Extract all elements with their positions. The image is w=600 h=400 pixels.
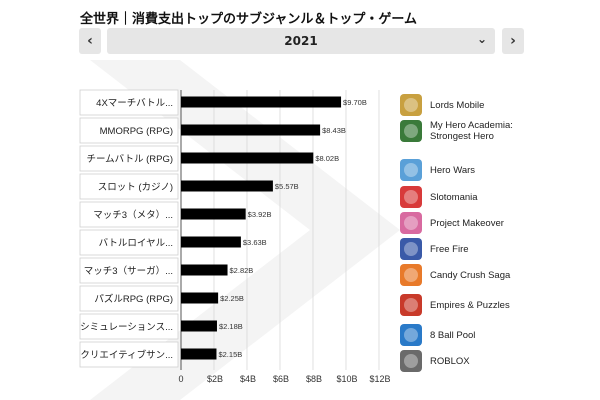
year-value: 2021 [284,34,318,48]
legend-label: Slotomania [430,191,478,203]
legend-item: ROBLOX [400,348,600,374]
legend-label: Lords Mobile [430,99,485,111]
data-label: $9.70B [343,98,367,107]
legend-item: 8 Ball Pool [400,322,600,348]
bar-chart: 4Xマーチバトル... $9.70B MMORPG (RPG) $8.43B チームバト… [79,89,391,384]
data-label: $2.15B [218,350,242,359]
data-label: $5.57B [275,182,299,191]
free-fire-icon [400,238,422,260]
bar [181,124,321,136]
category-label: クリエイティブサン... [80,349,173,361]
category-label-box [79,285,179,312]
legend-item: My Hero Academia: Strongest Hero [400,118,600,144]
tick-label: $8B [306,374,322,384]
bar [181,152,314,164]
data-label: $8.02B [315,154,339,163]
legend-label: My Hero Academia: Strongest Hero [430,120,513,142]
data-label: $2.82B [230,266,254,275]
data-label: $3.63B [243,238,267,247]
slotomania-icon [400,186,422,208]
category-label-box [79,313,179,340]
tick-label: $10B [336,374,357,384]
project-makeover-icon [400,212,422,234]
bar [181,180,273,192]
legend-label: 8 Ball Pool [430,329,476,341]
chevron-down-icon: ⌄ [476,32,487,46]
lords-mobile-icon [400,94,422,116]
bar [181,208,246,220]
tick-label: $2B [207,374,223,384]
category-label-box [79,145,179,172]
legend-item: Candy Crush Saga [400,262,600,288]
chevron-left-icon: ‹ [87,33,93,49]
legend-item: Free Fire [400,236,600,262]
category-label-box [79,229,179,256]
category-label: チームバトル (RPG) [86,154,173,165]
roblox-icon [400,350,422,372]
data-label: $3.92B [248,210,272,219]
tick-label: $4B [240,374,256,384]
legend-label: Hero Wars [430,164,476,176]
empires-puzzles-icon [400,294,422,316]
previous-year-button[interactable]: ‹ [79,28,101,54]
legend-item: Empires & Puzzles [400,292,600,318]
legend-label: Empires & Puzzles [430,299,510,311]
candy-crush-icon [400,264,422,286]
category-label: マッチ3（サーガ）... [84,265,173,277]
bar [181,348,217,360]
category-label-box [79,257,179,284]
category-label: スロット (カジノ) [98,182,173,193]
category-label: 4Xマーチバトル... [96,98,173,109]
category-label-box [79,341,179,368]
legend-item: Project Makeover [400,210,600,236]
chevron-right-icon: › [510,33,516,49]
data-label: $8.43B [322,126,346,135]
category-label-box [79,117,179,144]
category-label-box [79,173,179,200]
next-year-button[interactable]: › [502,28,524,54]
legend-label: Candy Crush Saga [430,269,511,281]
data-label: $2.25B [220,294,244,303]
legend-item: Hero Wars [400,157,600,183]
eight-ball-pool-icon [400,324,422,346]
my-hero-academia-icon [400,120,422,142]
tick-label: $12B [369,374,390,384]
category-label: バトルロイヤル... [99,238,173,249]
category-label: マッチ3（メタ）... [93,209,173,221]
category-label: シミュレーションス... [80,322,173,333]
bar [181,264,228,276]
year-select[interactable]: 2021 ⌄ [107,28,495,54]
category-label-box [79,89,179,116]
tick-label: $6B [273,374,289,384]
bar [181,320,217,332]
category-label-box [79,201,179,228]
bar [181,96,342,108]
bar [181,236,241,248]
data-label: $2.18B [219,322,243,331]
hero-wars-icon [400,159,422,181]
category-label: パズルRPG (RPG) [94,293,173,305]
tick-label: 0 [178,374,183,384]
bar [181,292,219,304]
page-title: 全世界｜消費支出トップのサブジャンル＆トップ・ゲーム [80,12,417,27]
legend-label: Free Fire [430,243,469,255]
legend-item: Lords Mobile [400,92,600,118]
category-label: MMORPG (RPG) [100,126,173,137]
legend-item: Slotomania [400,184,600,210]
legend-label: ROBLOX [430,355,470,367]
legend-label: Project Makeover [430,217,504,229]
